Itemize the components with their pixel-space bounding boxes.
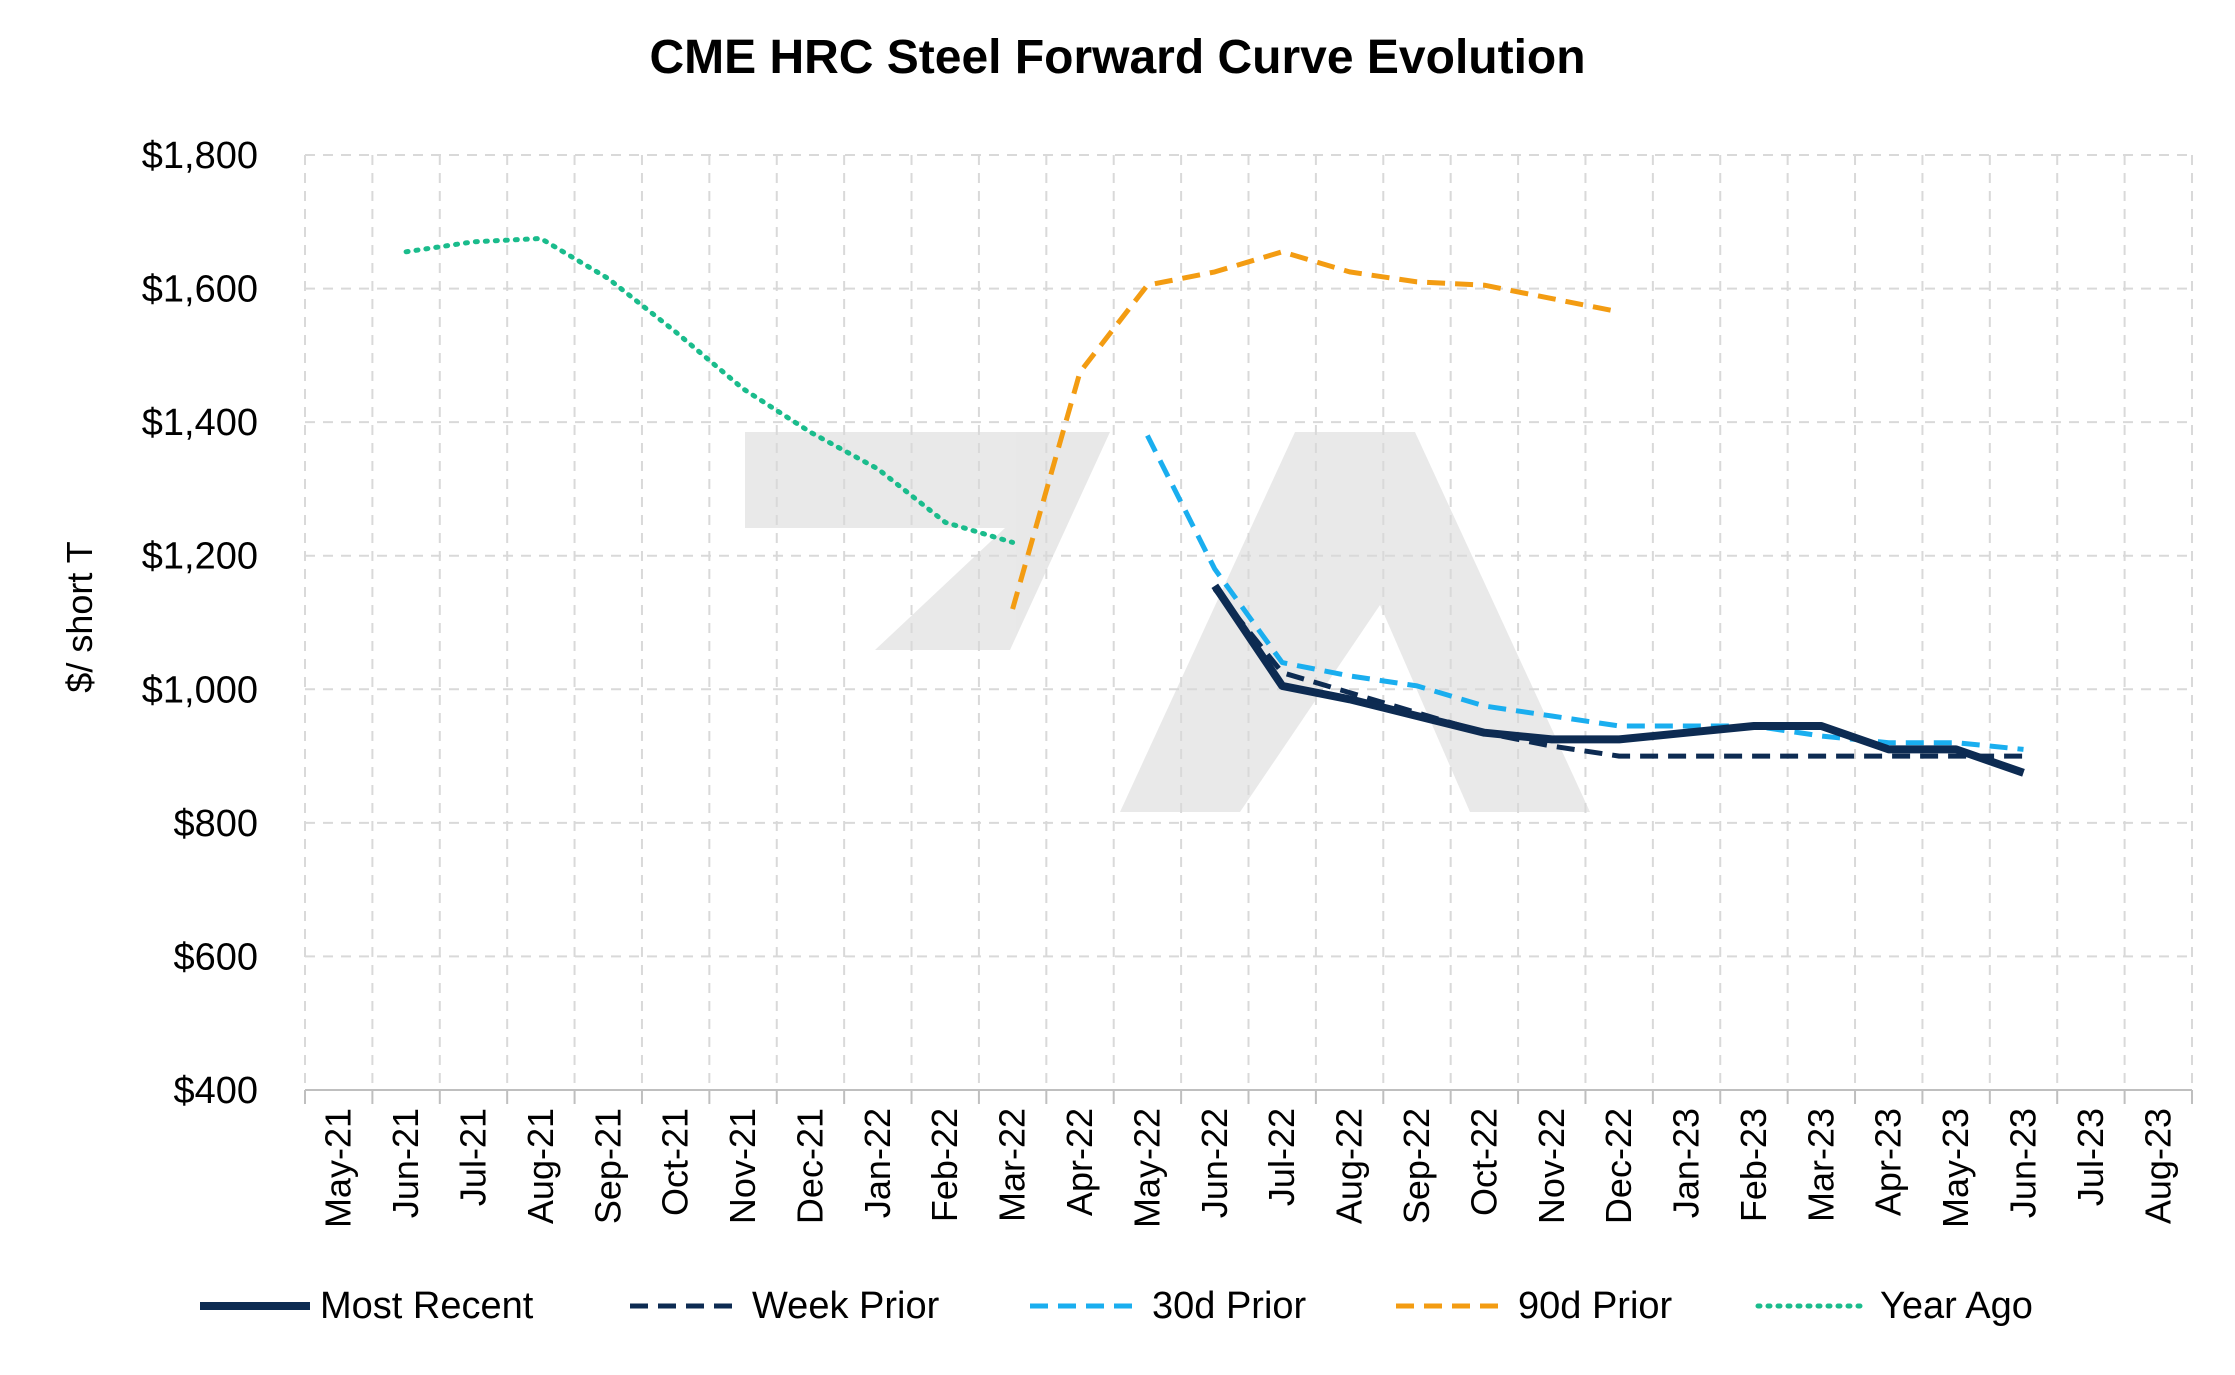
grid	[304, 154, 2193, 1090]
legend-label: 90d Prior	[1518, 1285, 1673, 1327]
x-tick-label: Nov-22	[1531, 1108, 1572, 1224]
chart-title: CME HRC Steel Forward Curve Evolution	[649, 31, 1586, 84]
series-line-90d-prior	[1010, 249, 1620, 610]
x-tick-label: Sep-22	[1396, 1108, 1437, 1224]
x-tick-label: Feb-23	[1733, 1108, 1774, 1222]
y-tick-label: $1,800	[142, 135, 258, 177]
legend-label: Week Prior	[752, 1285, 940, 1327]
x-tick-label: Dec-21	[789, 1108, 830, 1224]
series-line-year-ago	[403, 236, 1016, 545]
x-tick-label: Oct-21	[655, 1108, 696, 1216]
legend-label: Most Recent	[320, 1285, 534, 1327]
y-tick-label: $800	[173, 803, 258, 845]
x-tick-label: May-22	[1126, 1108, 1167, 1228]
y-tick-label: $1,000	[142, 669, 258, 711]
series-lines	[403, 236, 2025, 777]
x-tick-label: Aug-23	[2137, 1108, 2178, 1224]
series-line-most-recent	[1211, 583, 2025, 777]
x-tick-label: Jan-23	[1666, 1108, 1707, 1218]
x-tick-label: May-23	[1935, 1108, 1976, 1228]
y-tick-label: $600	[173, 936, 258, 978]
x-tick-label: Jul-23	[2070, 1108, 2111, 1206]
x-tick-label: Jun-21	[385, 1108, 426, 1218]
x-tick-label: Mar-23	[1800, 1108, 1841, 1222]
x-tick-label: Feb-22	[924, 1108, 965, 1222]
x-tick-label: Apr-22	[1059, 1108, 1100, 1216]
x-tick-label: Nov-21	[722, 1108, 763, 1224]
x-tick-label: Jul-21	[452, 1108, 493, 1206]
x-tick-label: Jul-22	[1261, 1108, 1302, 1206]
x-tick-label: Aug-22	[1329, 1108, 1370, 1224]
axes: $400 $600 $800 $1,000 $1,200 $1,400 $1,600 $1,8…	[142, 135, 2193, 1228]
legend: Most Recent Week Prior 30d Prior 90d Prior Y…	[200, 1285, 2033, 1327]
y-tick-label: $1,400	[142, 402, 258, 444]
legend-label: Year Ago	[1880, 1285, 2033, 1327]
legend-label: 30d Prior	[1152, 1285, 1307, 1327]
x-tick-label: May-21	[318, 1108, 359, 1228]
x-tick-label: Jun-23	[2003, 1108, 2044, 1218]
y-tick-label: $400	[173, 1070, 258, 1112]
x-tick-label: Jan-22	[857, 1108, 898, 1218]
x-tick-label: Aug-21	[520, 1108, 561, 1224]
x-tick-label: Dec-22	[1598, 1108, 1639, 1224]
x-tick-label: Apr-23	[1868, 1108, 1909, 1216]
x-tick-label: Oct-22	[1463, 1108, 1504, 1216]
y-axis-label: $/ short T	[59, 541, 100, 692]
series-line-week-prior	[1212, 587, 2024, 759]
x-tick-label: Jun-22	[1194, 1108, 1235, 1218]
y-tick-label: $1,200	[142, 536, 258, 578]
watermark-logo	[745, 432, 1590, 812]
x-tick-label: Sep-21	[587, 1108, 628, 1224]
x-tick-label: Mar-22	[992, 1108, 1033, 1222]
y-tick-label: $1,600	[142, 269, 258, 311]
series-line-30d-prior	[1145, 434, 2024, 752]
